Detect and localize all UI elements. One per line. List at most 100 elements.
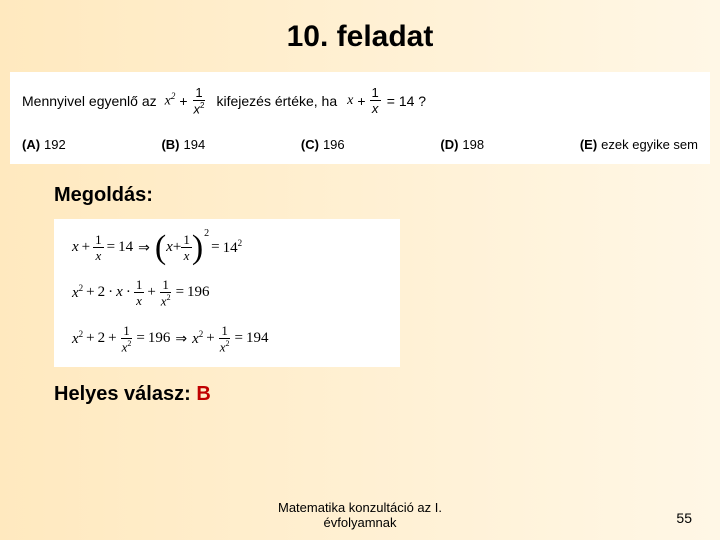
choice-c-val: 196 — [323, 137, 345, 152]
l3-n: 1 — [121, 324, 132, 339]
choice-a-label: (A) — [22, 137, 40, 152]
choice-b: (B) 194 — [161, 137, 205, 152]
l3-194: 194 — [246, 330, 269, 347]
l3b-x: x — [192, 331, 199, 347]
l1-14: 14 — [118, 239, 133, 256]
l2-dot2: · — [126, 284, 131, 301]
l1-arrow: ⇒ — [136, 239, 152, 256]
choice-e-label: (E) — [580, 137, 597, 152]
l3-sup: 2 — [79, 329, 84, 339]
choice-b-val: 194 — [184, 137, 206, 152]
l3b-p: + — [206, 330, 214, 347]
l1-sup: 2 — [204, 228, 209, 239]
l1b-num: 1 — [181, 233, 192, 248]
l1b-frac: 1 x — [181, 233, 192, 262]
problem-statement: Mennyivel egyenlő az x2 + 1 x2 kifejezés… — [22, 86, 698, 115]
choice-d-label: (D) — [440, 137, 458, 152]
l1-plus: + — [82, 239, 90, 256]
cond-eq: = 14 ? — [387, 93, 426, 109]
solution-label: Megoldás: — [54, 184, 720, 207]
l3-frac: 1 x2 — [120, 324, 134, 353]
l2-196: 196 — [187, 284, 210, 301]
l1-den: x — [94, 248, 104, 262]
l1-rp: ) — [192, 236, 203, 260]
choice-a: (A) 192 — [22, 137, 66, 152]
frac-1-x: 1 x — [370, 86, 381, 115]
l2-dot1: · — [108, 284, 113, 301]
choice-c-label: (C) — [301, 137, 319, 152]
choice-a-val: 192 — [44, 137, 66, 152]
den-x: x — [370, 101, 381, 115]
l2-p1: + — [86, 284, 94, 301]
footer-text: Matematika konzultáció az I. évfolyamnak — [0, 500, 720, 530]
answer-label: Helyes válasz: — [54, 383, 196, 405]
cond-x: x — [347, 93, 353, 109]
slide-title: 10. feladat — [0, 0, 720, 54]
correct-answer: Helyes válasz: B — [54, 383, 720, 406]
expr-tail: kifejezés értéke, ha — [217, 93, 338, 109]
choice-d-val: 198 — [462, 137, 484, 152]
l1-paren: ( x + 1 x ) 2 — [155, 233, 208, 262]
l2-frac1: 1 x — [134, 278, 145, 307]
l1-x: x — [72, 239, 79, 256]
l3-ds: 2 — [127, 339, 131, 348]
problem-lead: Mennyivel egyenlő az — [22, 93, 157, 109]
solution-line-3: x2 + 2 + 1 x2 = 196 ⇒ x2 + 1 x2 = 194 — [72, 324, 382, 353]
l2-eq: = — [176, 284, 184, 301]
answer-choices: (A) 192 (B) 194 (C) 196 (D) 198 (E) ezek egyi… — [22, 137, 698, 152]
l2-sup: 2 — [79, 283, 84, 293]
plus-1: + — [179, 93, 187, 109]
solution-line-1: x + 1 x = 14 ⇒ ( x + 1 x ) 2 = 142 — [72, 233, 382, 262]
l2-x2: x2 — [72, 283, 83, 302]
l2-2: 2 — [98, 284, 106, 301]
l3b-n: 1 — [219, 324, 230, 339]
frac-1-x2: 1 x2 — [192, 86, 207, 115]
l2-d2: x2 — [159, 293, 173, 307]
l2-d2s: 2 — [167, 293, 171, 302]
num-1: 1 — [193, 86, 204, 101]
l1-14b: 14 — [223, 240, 238, 256]
l1b-x: x — [166, 239, 173, 256]
l3b-frac: 1 x2 — [218, 324, 232, 353]
l3-x2: x2 — [72, 329, 83, 348]
l1-num: 1 — [93, 233, 104, 248]
den-x2: x2 — [192, 101, 207, 115]
l3-p2: + — [108, 330, 116, 347]
l3b-sup: 2 — [199, 329, 204, 339]
l2-p2: + — [147, 284, 155, 301]
l2-xb: x — [116, 284, 123, 301]
num-1b: 1 — [370, 86, 381, 101]
l1-sup2: 2 — [238, 238, 243, 248]
l3-x: x — [72, 331, 79, 347]
l3-arrow: ⇒ — [173, 330, 189, 347]
l3-eq2: = — [235, 330, 243, 347]
answer-letter: B — [196, 383, 210, 405]
choice-b-label: (B) — [161, 137, 179, 152]
choice-e-val: ezek egyike sem — [601, 137, 698, 152]
l3-p1: + — [86, 330, 94, 347]
l3-2: 2 — [98, 330, 106, 347]
expr-x2: x2 — [165, 91, 176, 110]
l2-n1: 1 — [134, 278, 145, 293]
l1b-den: x — [182, 248, 192, 262]
l2-d1: x — [134, 293, 144, 307]
plus-2: + — [357, 93, 365, 109]
sup-2: 2 — [171, 91, 176, 101]
l1b-plus: + — [173, 239, 181, 256]
l3-eq1: = — [136, 330, 144, 347]
l1-eq: = — [107, 239, 115, 256]
footer-line1: Matematika konzultáció az I. — [278, 500, 442, 515]
choice-c: (C) 196 — [301, 137, 345, 152]
l3-196: 196 — [148, 330, 171, 347]
l2-n2: 1 — [160, 278, 171, 293]
l1-14sq: 142 — [223, 238, 243, 257]
page-number: 55 — [676, 510, 692, 526]
l3b-d: x2 — [218, 339, 232, 353]
solution-line-2: x2 + 2 · x · 1 x + 1 x2 = 196 — [72, 278, 382, 307]
choice-d: (D) 198 — [440, 137, 484, 152]
l3b-ds: 2 — [226, 339, 230, 348]
l1-lp: ( — [155, 236, 166, 260]
l2-x: x — [72, 285, 79, 301]
problem-box: Mennyivel egyenlő az x2 + 1 x2 kifejezés… — [10, 72, 710, 164]
l1-eq2: = — [211, 239, 219, 256]
